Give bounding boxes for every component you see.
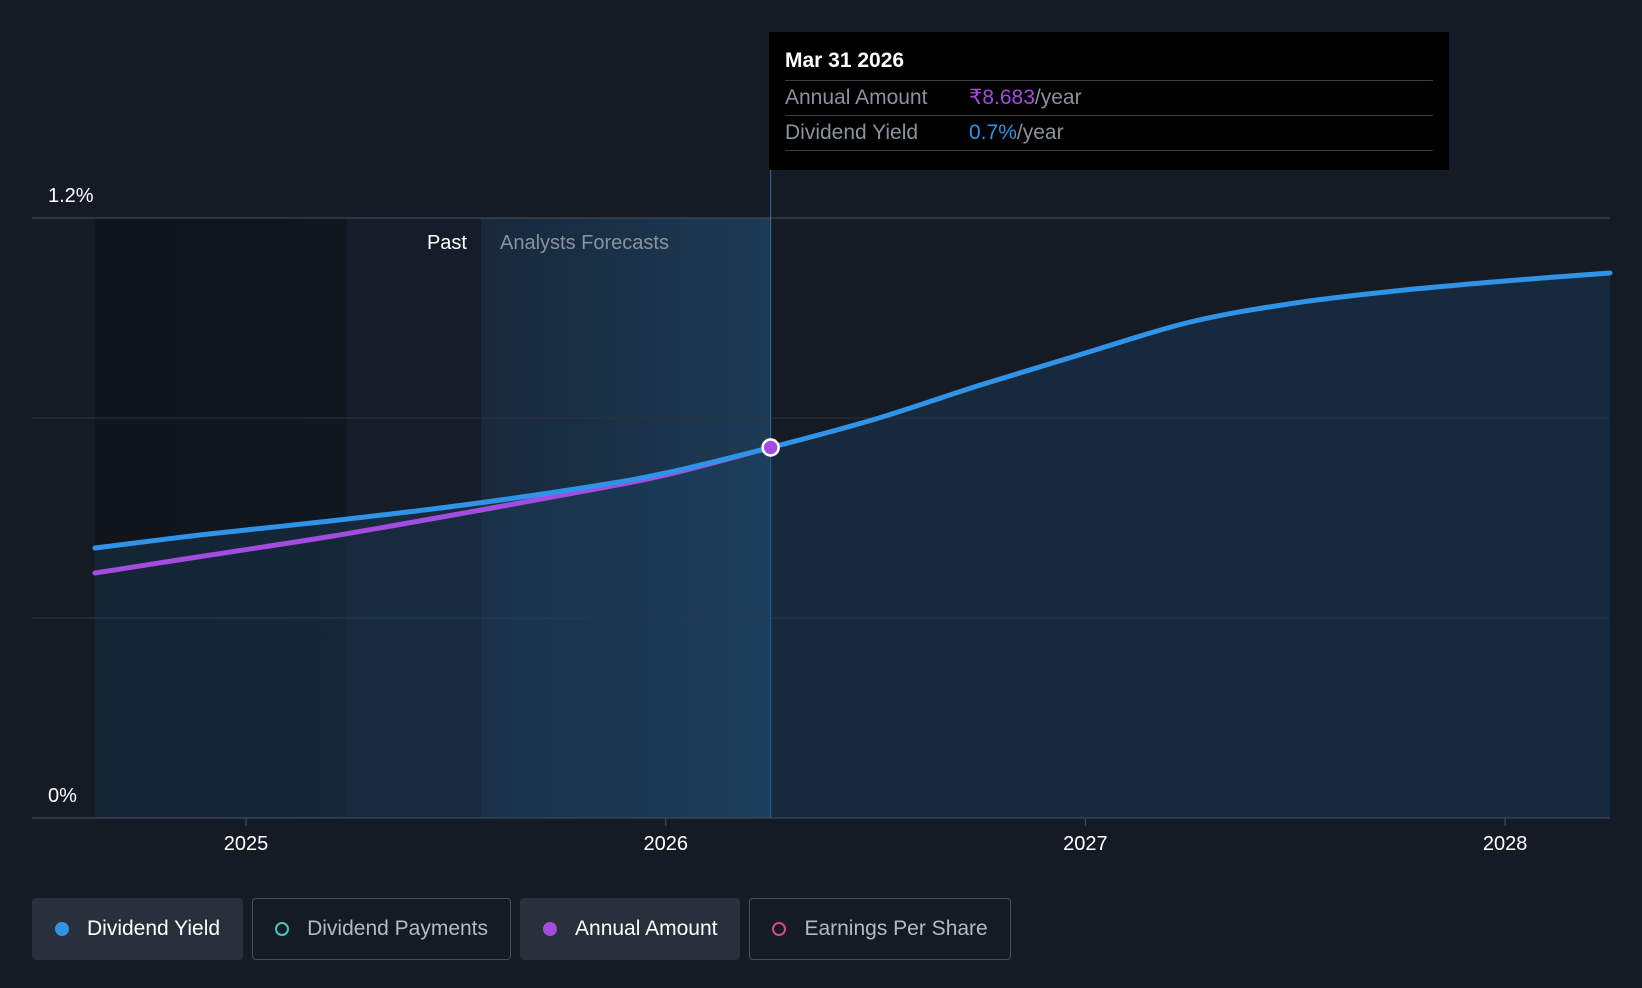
- forecast-region-label: Analysts Forecasts: [500, 232, 669, 254]
- highlighted-data-point: [761, 438, 780, 457]
- dividend-payments-ring-icon: [275, 922, 290, 936]
- legend-earnings-per-share-button[interactable]: Earnings Per Share: [749, 898, 1011, 960]
- x-tick-label: 2026: [643, 833, 688, 855]
- legend-label: Dividend Payments: [307, 917, 489, 940]
- tooltip-row-annual-amount: Annual Amount ₹8.683 /year: [785, 81, 1433, 116]
- y-tick-label-min: 0%: [48, 785, 77, 807]
- x-tick-label: 2028: [1483, 833, 1528, 855]
- x-tick-label: 2027: [1063, 833, 1108, 855]
- tooltip-label: Dividend Yield: [785, 121, 919, 144]
- dividend-yield-area: [94, 273, 1610, 818]
- annual-amount-dot-icon: [543, 922, 558, 936]
- earnings-per-share-ring-icon: [772, 922, 787, 936]
- forecast-highlight-region: [481, 218, 771, 818]
- legend-dividend-payments-button[interactable]: Dividend Payments: [252, 898, 512, 960]
- past-region-label: Past: [427, 232, 467, 254]
- dividend-yield-line: [92, 270, 1613, 551]
- chart-legend: Dividend Yield Dividend Payments Annual …: [32, 898, 1011, 960]
- tooltip-value: 0.7%: [969, 121, 1017, 144]
- legend-label: Annual Amount: [575, 917, 718, 940]
- tooltip-row-dividend-yield: Dividend Yield 0.7% /year: [785, 116, 1433, 151]
- tooltip-suffix: /year: [1034, 86, 1082, 109]
- tooltip-label: Annual Amount: [785, 86, 928, 109]
- legend-label: Dividend Yield: [87, 917, 221, 940]
- legend-label: Earnings Per Share: [804, 917, 988, 940]
- tooltip-value: ₹8.683: [969, 86, 1035, 109]
- legend-dividend-yield-button[interactable]: Dividend Yield: [32, 898, 244, 960]
- legend-annual-amount-button[interactable]: Annual Amount: [520, 898, 741, 960]
- tooltip-date: Mar 31 2026: [785, 46, 1433, 81]
- chart-tooltip: Mar 31 2026 Annual Amount ₹8.683 /year D…: [769, 32, 1449, 170]
- y-tick-label-max: 1.2%: [48, 185, 94, 207]
- dividend-yield-dot-icon: [55, 922, 69, 936]
- tooltip-suffix: /year: [1016, 121, 1064, 144]
- x-tick-label: 2025: [224, 833, 269, 855]
